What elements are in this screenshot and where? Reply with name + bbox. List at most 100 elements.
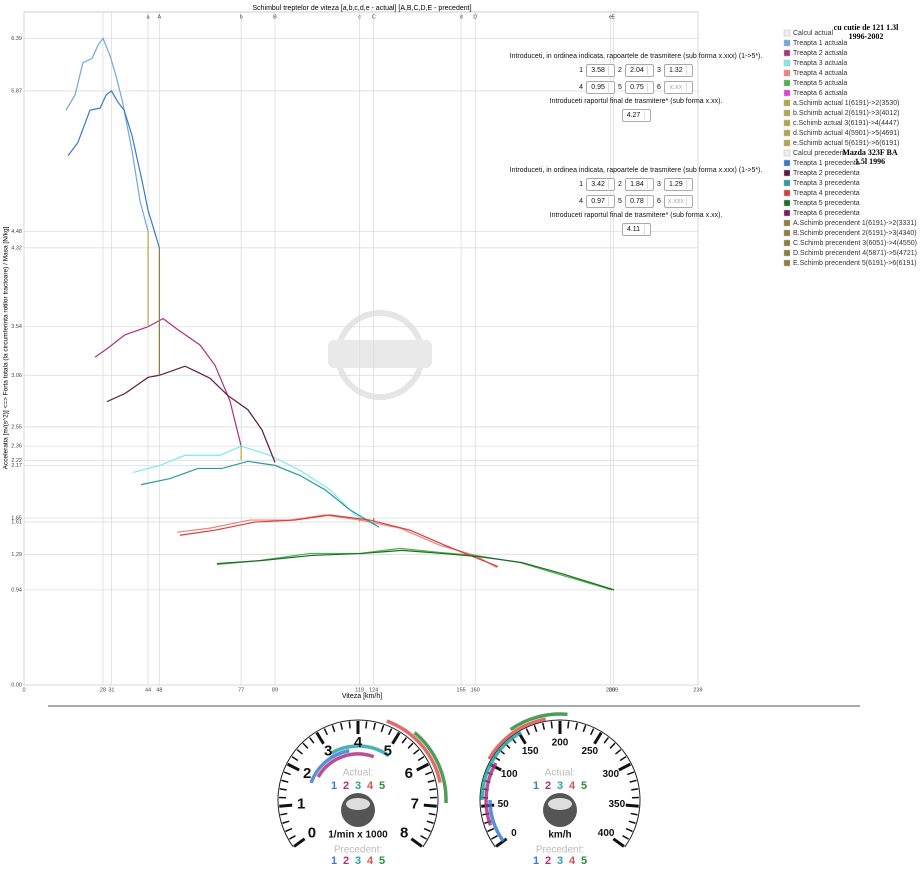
legend-swatch xyxy=(783,39,791,47)
gauge-actual-gear: 4 xyxy=(367,780,374,792)
gauge-actual-gear: 1 xyxy=(331,780,337,792)
input-label: 3 xyxy=(656,181,661,188)
gauge-label: 7 xyxy=(411,795,419,812)
gauge-label: 400 xyxy=(598,828,615,839)
car-label: Mazda 323F BA 1.5l 1996 xyxy=(830,148,910,166)
x-tick-label: 160 xyxy=(471,687,480,693)
gauge-tick xyxy=(416,762,430,772)
gauge-label: 50 xyxy=(498,799,510,810)
x-tick-label: 31 xyxy=(108,687,114,693)
gauge-tick xyxy=(625,803,639,808)
ratio-input[interactable]: x.xx xyxy=(663,81,693,94)
x-tick-label: 209 xyxy=(609,687,618,693)
legend-swatch xyxy=(783,229,791,237)
y-tick-label: 4.48 xyxy=(11,229,22,235)
gauge-tick xyxy=(407,742,414,749)
series-line xyxy=(179,514,499,568)
series-line xyxy=(216,549,615,591)
gauge-actual-gear: 1 xyxy=(533,780,539,792)
gauge-tick xyxy=(603,737,610,744)
gauge-actual-gear: 3 xyxy=(557,780,563,792)
legend-swatch xyxy=(783,129,791,137)
gauge-tick xyxy=(401,737,408,744)
final-ratio-input[interactable]: 4.27 xyxy=(621,109,651,122)
ratio-input[interactable]: 3.58 xyxy=(586,64,616,77)
input-row: 4 0.95 5 0.75 6 x.xx xyxy=(505,81,767,94)
ratio-input[interactable]: 1.29 xyxy=(663,178,693,191)
shift-marker-label: D xyxy=(473,14,477,20)
gauge-tick xyxy=(612,837,625,848)
input-row: 4 0.97 5 0.78 6 x.xxx xyxy=(505,195,767,208)
gauge-tick xyxy=(618,762,632,772)
legend-swatch xyxy=(783,99,791,107)
ratio-input[interactable]: 0.95 xyxy=(586,81,616,94)
gauge-tick xyxy=(429,788,437,791)
gauge-tick xyxy=(380,725,385,733)
gauge-tick xyxy=(423,827,431,833)
gauge-precedent-gear: 4 xyxy=(367,855,374,867)
shift-marker-label: c xyxy=(358,14,361,20)
legend-label: A.Schimb precendent 1(6191)->2(3331) xyxy=(793,220,917,227)
legend-label: D.Schimb precendent 4(5871)->5(4721) xyxy=(793,250,917,257)
gauge-hub-glare xyxy=(548,798,572,810)
gauge-tick xyxy=(495,837,508,848)
series-line xyxy=(140,460,380,528)
gauge-tick xyxy=(285,827,293,833)
gauge-gear-arc xyxy=(484,762,498,826)
ratio-input[interactable]: 1.32 xyxy=(663,64,693,77)
final-ratio-input[interactable]: 4.11 xyxy=(621,223,651,236)
ratio-input[interactable]: 1.84 xyxy=(624,178,654,191)
gauge-tick xyxy=(372,722,376,730)
gauge-tick xyxy=(315,731,325,745)
gauge-gear-arc xyxy=(309,749,350,784)
gauge-precedent-label: Precedent: xyxy=(536,845,584,856)
shift-marker-label: e xyxy=(609,14,612,20)
gauge-label: 200 xyxy=(552,738,569,749)
y-tick-label: 1.65 xyxy=(11,515,22,521)
gauge-tick xyxy=(308,737,315,744)
legend-swatch xyxy=(783,179,791,187)
ratio-input[interactable]: 0.78 xyxy=(624,195,654,208)
input-row: 4.11 xyxy=(505,223,767,236)
shift-marker-label: B xyxy=(273,14,277,20)
x-tick-label: 89 xyxy=(272,687,278,693)
gauge-tick xyxy=(293,837,306,848)
gauge-tick xyxy=(625,827,633,833)
gauge-tick xyxy=(487,827,495,833)
gauge-label: 4 xyxy=(354,734,363,751)
x-tick-label: 239 xyxy=(693,687,702,693)
car-line: cu cutie de 121 1.3l xyxy=(833,23,899,32)
y-tick-label: 0.00 xyxy=(11,682,22,688)
shift-marker-label: b xyxy=(240,14,243,20)
input-row: 1 3.58 2 2.04 3 1.32 xyxy=(505,64,767,77)
ratio-input[interactable]: 2.04 xyxy=(624,64,654,77)
x-tick-label: 155 xyxy=(457,687,466,693)
ratio-input[interactable]: x.xxx xyxy=(663,195,693,208)
legend-label: Treapta 1 actuala xyxy=(793,40,847,47)
gauge-tick xyxy=(420,835,427,840)
ratio-input[interactable]: 0.97 xyxy=(586,195,616,208)
legend-swatch xyxy=(783,249,791,257)
gauge-precedent-gear: 1 xyxy=(533,855,539,867)
gauge-tick xyxy=(631,788,639,791)
gauge-ring xyxy=(277,719,439,848)
instruction: Introduceti, in ordinea indicata, rapoar… xyxy=(509,167,763,174)
legend-swatch xyxy=(783,209,791,217)
input-row: 1 3.42 2 1.84 3 1.29 xyxy=(505,178,767,191)
gauge-label: 100 xyxy=(501,769,518,780)
ratio-input[interactable]: 0.75 xyxy=(624,81,654,94)
gauge-actual-label: Actual: xyxy=(343,768,374,779)
gauge-unit: km/h xyxy=(548,830,571,841)
gauge-tick xyxy=(628,820,636,824)
input-label: 4 xyxy=(579,198,584,205)
gauge-tick xyxy=(391,731,401,745)
x-tick-label: 124 xyxy=(369,687,378,693)
instruction: Introduceti, in ordinea indicata, rapoar… xyxy=(509,53,763,60)
gauge-actual-gear: 5 xyxy=(581,780,587,792)
gauge-tick xyxy=(280,812,288,816)
legend-label: e.Schimb actual 5(6191)->6(6191) xyxy=(793,140,899,147)
gauge-tick xyxy=(582,725,587,733)
ratio-input[interactable]: 3.42 xyxy=(586,178,616,191)
legend-label: b.Schimb actual 2(6191)->3(4012) xyxy=(793,110,899,117)
